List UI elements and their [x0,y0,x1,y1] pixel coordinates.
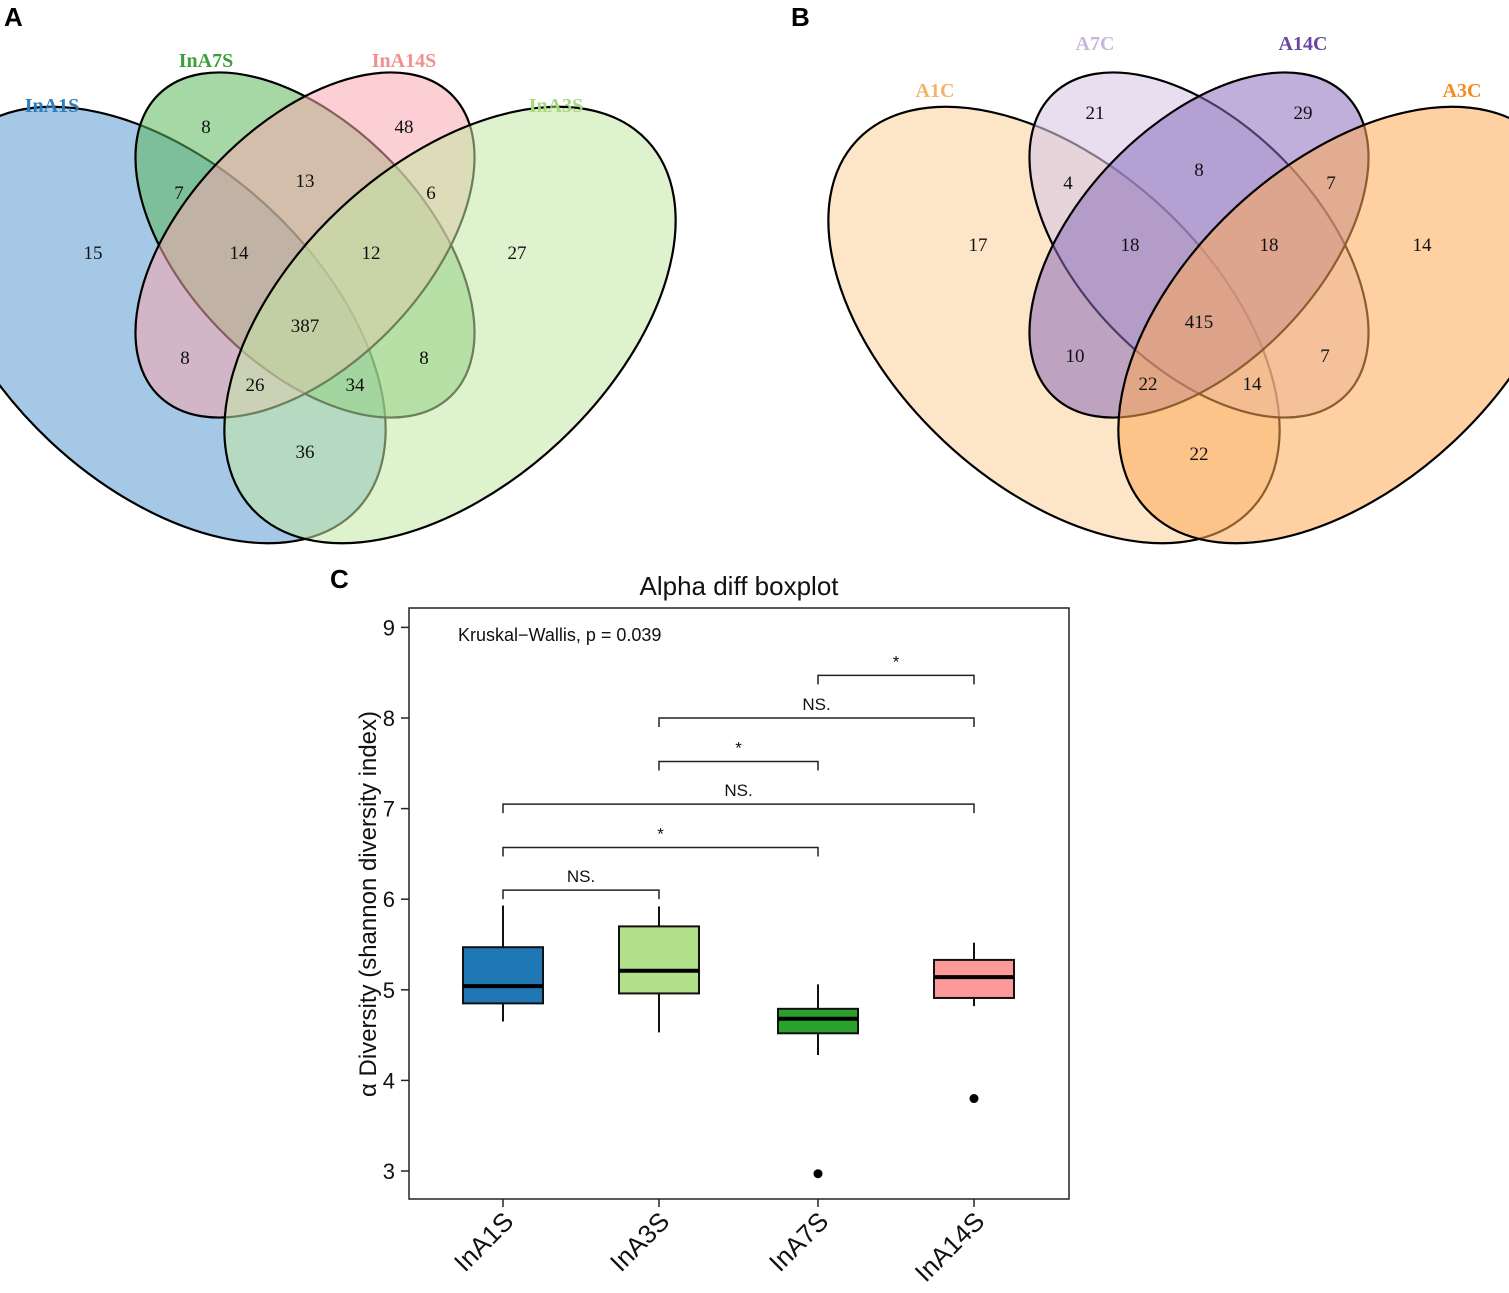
venn-a-region: 8 [180,348,190,369]
box-body [462,946,544,1005]
x-tick-label: InA1S [448,1206,519,1277]
plot-frame [408,607,1070,1200]
significance-bracket [502,889,660,900]
outlier-point [813,1169,823,1179]
venn-a: A InA1S InA7S InA14S InA3S 8 48 7 13 6 1… [0,2,677,545]
venn-a-label-inA14S: InA14S [372,50,436,72]
venn-b: B A1C A7C A14C A3C 21 29 4 8 7 17 18 18 … [791,2,1509,545]
venn-b-region: 415 [1185,312,1214,333]
chart-title: Alpha diff boxplot [640,571,840,601]
significance-bracket [658,717,975,727]
x-tick-label: InA3S [604,1206,675,1277]
significance-label: * [893,652,900,671]
venn-a-region: 8 [419,348,429,369]
y-tick-label: 3 [383,1159,395,1184]
venn-b-region: 4 [1063,173,1073,194]
venn-b-region: 22 [1190,444,1209,465]
venn-b-region: 7 [1326,173,1336,194]
y-tick-label: 4 [383,1068,395,1093]
venn-a-region: 15 [84,243,103,264]
venn-a-region: 6 [426,183,436,204]
y-tick-label: 9 [383,615,395,640]
x-axis: InA1S InA3S InA7S InA14S [448,1199,990,1288]
x-tick-label: InA14S [909,1206,991,1288]
venn-b-label-a7c: A7C [1076,33,1115,55]
venn-b-region: 7 [1320,346,1330,367]
box-InA3S [618,906,700,1033]
venn-b-label-a3c: A3C [1443,80,1482,102]
venn-b-region: 29 [1294,103,1313,124]
y-axis: 3 4 5 6 7 8 9 [383,615,409,1184]
y-tick-label: 7 [383,797,395,822]
venn-b-label-a1c: A1C [916,80,955,102]
outlier-point [969,1094,979,1104]
venn-b-set-a3c [1117,105,1509,545]
box-body [618,925,700,995]
significance-label: NS. [802,695,830,714]
box-InA7S [777,984,859,1179]
venn-a-region: 26 [246,375,265,396]
venn-a-region: 48 [395,117,414,138]
y-axis-title: α Diversity (shannon diversity index) [355,711,382,1097]
venn-a-region: 27 [508,243,527,264]
y-tick-label: 6 [383,887,395,912]
box-body [777,1007,859,1035]
panel-letter-b: B [791,2,810,32]
venn-a-set-inA3S [223,105,677,545]
venn-b-region: 14 [1413,235,1433,256]
significance-bracket [658,760,819,771]
venn-a-label-inA7S: InA7S [179,50,233,72]
panel-letter-a: A [4,2,23,32]
venn-a-region: 36 [296,442,315,463]
venn-b-region: 18 [1121,235,1140,256]
venn-b-region: 21 [1086,103,1105,124]
significance-brackets: NS. * NS. * NS. * [502,652,975,900]
kruskal-wallis-annotation: Kruskal−Wallis, p = 0.039 [458,625,661,645]
significance-label: NS. [724,781,752,800]
venn-a-region: 34 [346,375,366,396]
boxplot-c: C Alpha diff boxplot Kruskal−Wallis, p =… [330,564,1070,1288]
venn-a-label-inA3S: InA3S [529,95,583,117]
venn-b-region: 10 [1066,346,1085,367]
x-tick-label: InA7S [763,1206,834,1277]
significance-bracket [502,803,975,814]
venn-a-region: 387 [291,316,320,337]
venn-b-region: 17 [969,235,988,256]
box-InA14S [933,942,1015,1104]
box-InA1S [462,905,544,1022]
venn-a-region: 13 [296,171,315,192]
venn-b-region: 22 [1139,374,1158,395]
venn-a-region: 14 [230,243,250,264]
venn-b-label-a14c: A14C [1279,33,1328,55]
boxes [462,905,1015,1179]
y-tick-label: 5 [383,978,395,1003]
venn-b-region: 14 [1243,374,1263,395]
venn-b-region: 18 [1260,235,1279,256]
significance-label: * [657,825,664,844]
panel-letter-c: C [330,564,349,594]
venn-a-region: 12 [362,243,381,264]
significance-label: * [735,738,742,757]
venn-b-region: 8 [1194,160,1204,181]
venn-a-region: 7 [174,183,184,204]
significance-label: NS. [567,867,595,886]
significance-bracket [817,674,975,685]
venn-a-label-inA1S: InA1S [25,95,79,117]
venn-a-region: 8 [201,117,211,138]
significance-bracket [502,846,819,857]
y-tick-label: 8 [383,706,395,731]
